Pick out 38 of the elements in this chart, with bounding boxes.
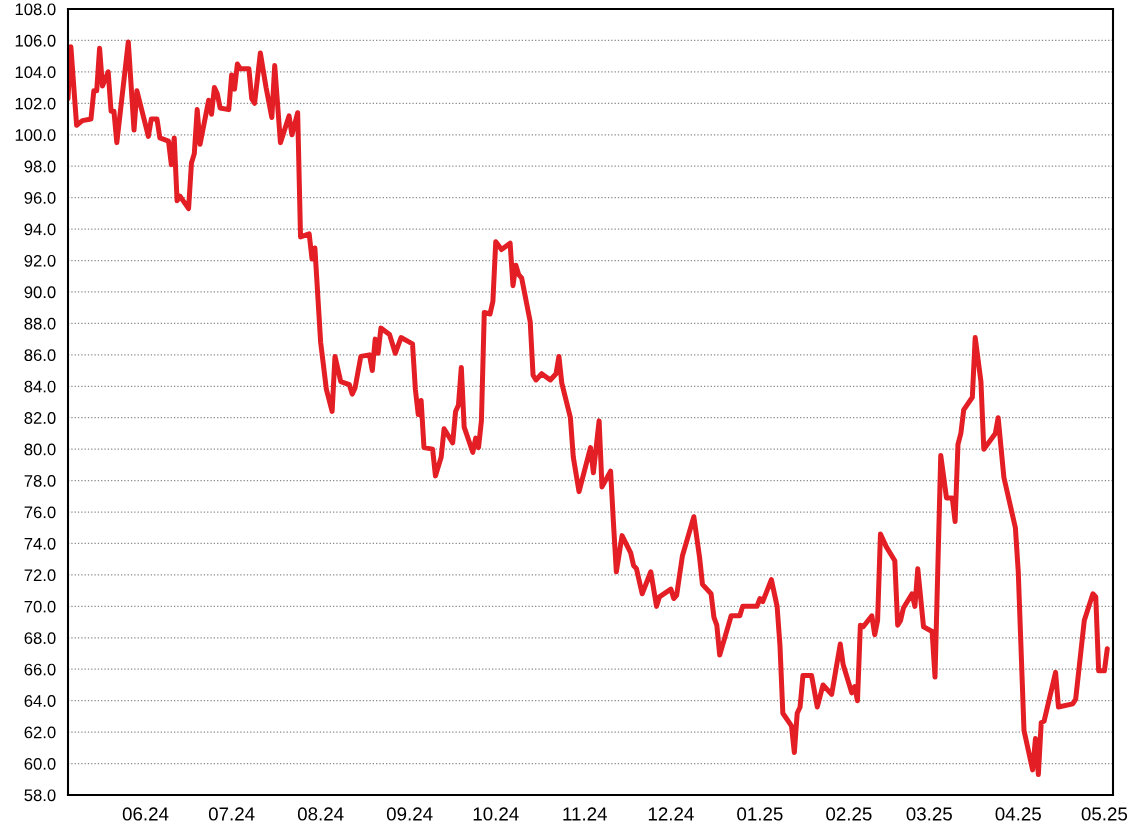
x-tick-label: 04.25 [995, 807, 1041, 821]
x-tick-label: 10.24 [473, 807, 519, 821]
y-tick-label: 76.0 [24, 506, 56, 519]
y-tick-label: 68.0 [24, 632, 56, 644]
y-tick-label: 66.0 [24, 663, 56, 676]
y-tick-label: 84.0 [24, 380, 56, 393]
y-tick-label: 72.0 [24, 569, 56, 582]
y-tick-label: 92.0 [24, 254, 56, 267]
y-tick-label: 108.0 [15, 3, 56, 16]
x-tick-label: 07.24 [208, 807, 255, 821]
y-tick-label: 70.0 [24, 600, 56, 613]
x-tick-label: 03.25 [906, 807, 952, 821]
y-tick-label: 82.0 [24, 412, 56, 424]
y-tick-label: 98.0 [24, 160, 56, 173]
x-tick-label: 02.25 [826, 807, 872, 821]
y-tick-label: 96.0 [24, 192, 56, 204]
x-tick-label: 06.24 [122, 807, 169, 821]
y-tick-label: 88.0 [24, 317, 56, 330]
x-tick-label: 12.24 [648, 807, 694, 821]
y-tick-label: 80.0 [24, 443, 56, 456]
y-tick-label: 64.0 [24, 695, 56, 707]
y-tick-label: 100.0 [15, 129, 56, 141]
y-tick-label: 90.0 [24, 286, 56, 299]
x-tick-label: 09.24 [386, 807, 433, 821]
y-tick-label: 104.0 [15, 66, 56, 79]
x-tick-label: 11.24 [563, 807, 607, 821]
x-tick-label: 08.24 [297, 807, 344, 821]
y-tick-label: 102.0 [15, 97, 56, 110]
y-tick-label: 86.0 [24, 349, 56, 362]
x-tick-label: 05.25 [1081, 807, 1128, 821]
y-tick-label: 74.0 [24, 537, 56, 550]
x-tick-label: 01.25 [737, 807, 783, 821]
y-tick-label: 106.0 [15, 34, 56, 47]
y-tick-label: 58.0 [24, 789, 56, 802]
y-tick-label: 94.0 [24, 223, 56, 236]
y-tick-label: 62.0 [24, 726, 56, 739]
y-tick-label: 78.0 [24, 475, 56, 487]
y-tick-label: 60.0 [24, 757, 56, 770]
